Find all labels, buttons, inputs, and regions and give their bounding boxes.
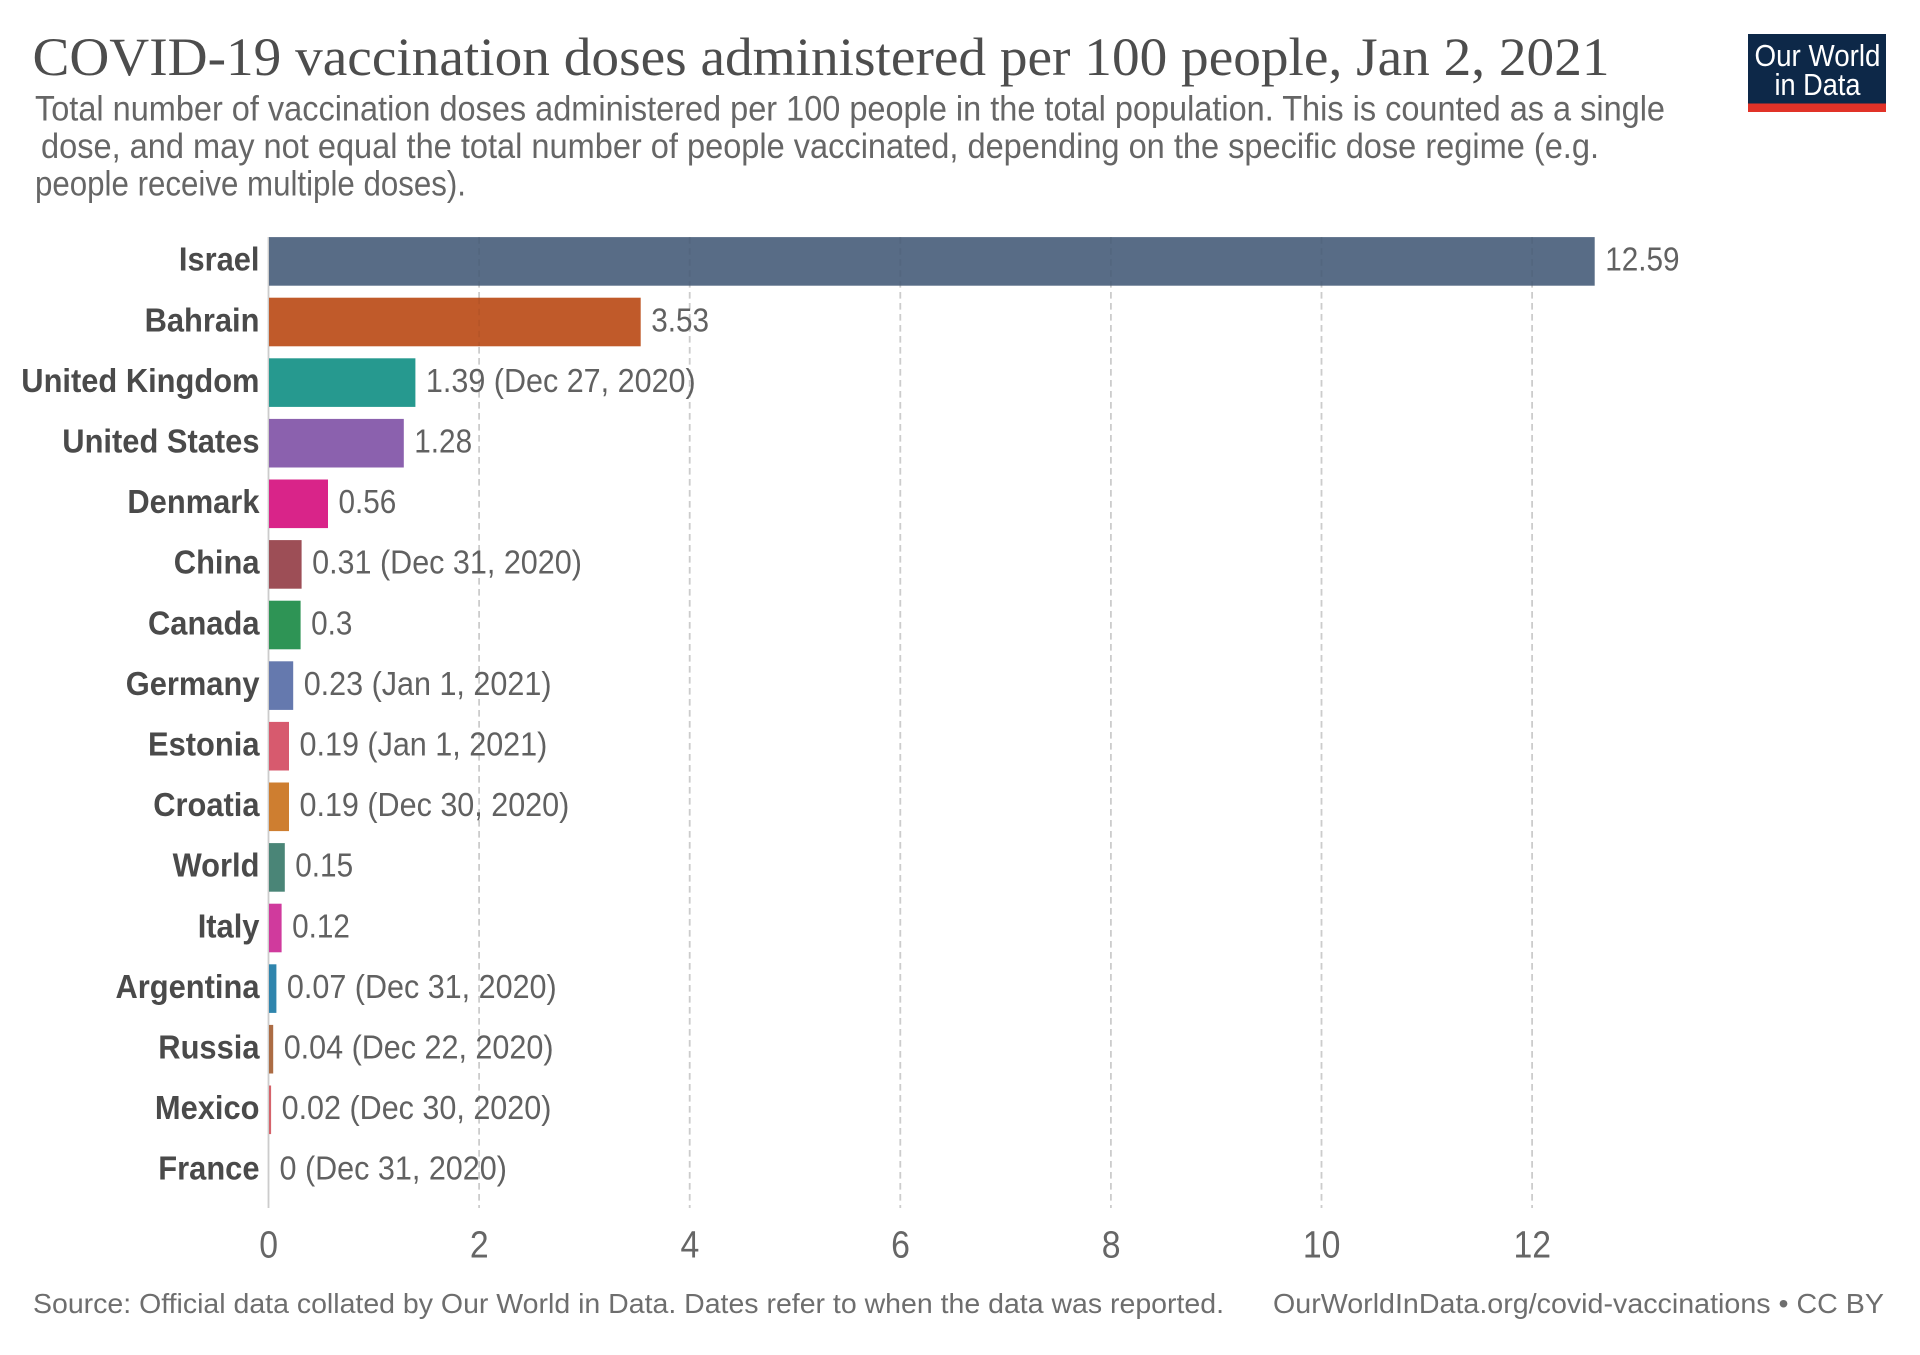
svg-text:2: 2: [470, 1225, 489, 1267]
svg-text:0.3: 0.3: [311, 604, 352, 641]
svg-text:1.28: 1.28: [414, 423, 472, 460]
svg-text:Our World: Our World: [1755, 38, 1881, 73]
svg-text:0.02 (Dec 30, 2020): 0.02 (Dec 30, 2020): [282, 1089, 552, 1126]
svg-text:Italy: Italy: [198, 907, 260, 944]
svg-text:0.23 (Jan 1, 2021): 0.23 (Jan 1, 2021): [304, 665, 552, 702]
svg-text:OurWorldInData.org/covid-vacci: OurWorldInData.org/covid-vaccinations • …: [1273, 1288, 1884, 1319]
svg-text:12: 12: [1514, 1225, 1552, 1267]
svg-text:dose, and may not equal the to: dose, and may not equal the total number…: [41, 127, 1599, 166]
svg-text:Denmark: Denmark: [127, 483, 260, 520]
svg-text:Croatia: Croatia: [153, 786, 260, 823]
svg-text:Source: Official data collated: Source: Official data collated by Our Wo…: [33, 1288, 1224, 1319]
svg-text:0.12: 0.12: [292, 907, 350, 944]
svg-text:0: 0: [259, 1225, 278, 1267]
svg-text:United States: United States: [62, 423, 259, 460]
svg-text:United Kingdom: United Kingdom: [21, 362, 259, 399]
svg-text:0.15: 0.15: [295, 847, 353, 884]
svg-text:China: China: [174, 544, 260, 581]
svg-text:COVID-19 vaccination doses adm: COVID-19 vaccination doses administered …: [33, 27, 1610, 87]
svg-text:0.07 (Dec 31, 2020): 0.07 (Dec 31, 2020): [287, 968, 557, 1005]
svg-text:12.59: 12.59: [1605, 241, 1679, 278]
svg-text:Bahrain: Bahrain: [145, 301, 260, 338]
svg-text:0 (Dec 31, 2020): 0 (Dec 31, 2020): [280, 1150, 507, 1187]
svg-text:Mexico: Mexico: [155, 1089, 260, 1126]
svg-text:Estonia: Estonia: [148, 726, 260, 763]
svg-text:Germany: Germany: [126, 665, 260, 702]
svg-text:6: 6: [891, 1225, 910, 1267]
svg-text:Argentina: Argentina: [116, 968, 261, 1005]
svg-text:0.31 (Dec 31, 2020): 0.31 (Dec 31, 2020): [312, 544, 582, 581]
svg-text:0.19 (Dec 30, 2020): 0.19 (Dec 30, 2020): [300, 786, 570, 823]
svg-text:Total number of vaccination do: Total number of vaccination doses admini…: [35, 90, 1665, 129]
svg-text:World: World: [173, 847, 260, 884]
svg-text:3.53: 3.53: [651, 301, 709, 338]
svg-text:Canada: Canada: [148, 604, 260, 641]
svg-text:France: France: [158, 1150, 259, 1187]
svg-text:in Data: in Data: [1775, 67, 1862, 102]
svg-text:0.04 (Dec 22, 2020): 0.04 (Dec 22, 2020): [284, 1029, 554, 1066]
svg-text:people receive multiple doses): people receive multiple doses).: [35, 165, 466, 204]
svg-text:Israel: Israel: [179, 241, 260, 278]
svg-text:0.19 (Jan 1, 2021): 0.19 (Jan 1, 2021): [300, 726, 548, 763]
svg-text:0.56: 0.56: [339, 483, 397, 520]
svg-text:10: 10: [1303, 1225, 1341, 1267]
svg-text:4: 4: [681, 1225, 700, 1267]
svg-text:8: 8: [1102, 1225, 1121, 1267]
svg-text:Russia: Russia: [158, 1029, 260, 1066]
svg-text:1.39 (Dec 27, 2020): 1.39 (Dec 27, 2020): [426, 362, 696, 399]
